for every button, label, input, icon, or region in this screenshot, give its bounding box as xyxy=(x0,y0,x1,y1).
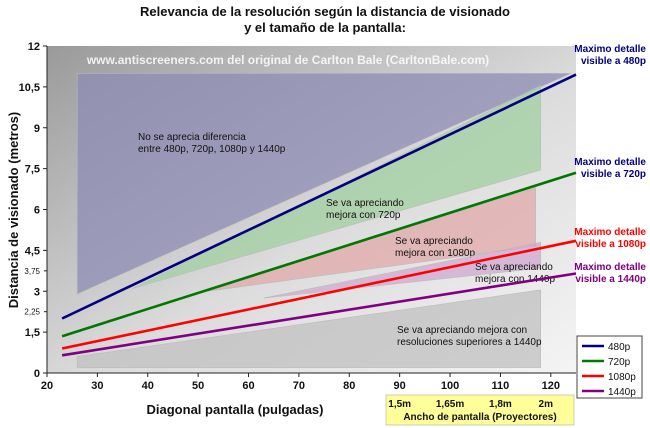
x-tick-label: 100 xyxy=(441,380,459,392)
series-line-1440p xyxy=(61,272,577,357)
legend-label-720p: 720p xyxy=(608,357,631,368)
region-1440p-text-line2: mejora con 1440p xyxy=(475,274,555,285)
x-axis-label: Diagonal pantalla (pulgadas) xyxy=(147,402,324,417)
y-minor-tick-label: 2,25 xyxy=(24,308,40,317)
line-label-3-line2: visible a 1440p xyxy=(575,274,646,285)
line-label-0-line2: visible a 480p xyxy=(581,56,646,67)
chart-title-line2: y el tamaño de la pantalla: xyxy=(244,20,406,35)
line-label-2-line2: visible a 1080p xyxy=(575,239,646,250)
projector-tick-label: 1,5m xyxy=(388,399,411,410)
axis-ticks: 20 30 40 50 60 70 80 90 100 110 120 0 1,5 3 4,5 6 7,5 9 10… xyxy=(19,41,560,392)
legend-label-1440p: 1440p xyxy=(608,387,636,398)
line-label-0-line1: Maximo detalle xyxy=(574,44,646,55)
projector-axis-box xyxy=(385,394,575,426)
y-tick-label: 9 xyxy=(34,123,40,135)
x-tick-label: 70 xyxy=(293,380,305,392)
y-tick-label: 4,5 xyxy=(25,245,40,257)
watermark-text: www.antiscreeners.com del original de Ca… xyxy=(86,53,489,67)
projector-axis-label: Ancho de pantalla (Proyectores) xyxy=(403,412,556,423)
y-tick-label: 1,5 xyxy=(25,327,40,339)
region-1080p-text-line1: Se va apreciando xyxy=(395,236,473,247)
y-tick-label: 10,5 xyxy=(19,82,40,94)
region-720p-text-line1: Se va apreciando xyxy=(326,198,404,209)
y-tick-label: 12 xyxy=(28,41,40,53)
line-label-2-line1: Maximo detalle xyxy=(574,227,646,238)
x-tick-label: 50 xyxy=(192,380,204,392)
projector-axis: Ancho de pantalla (Proyectores) 1,5m 1,65… xyxy=(385,394,575,426)
projector-tick-label: 1,65m xyxy=(436,399,464,410)
y-tick-label: 3 xyxy=(34,286,40,298)
y-tick-label: 0 xyxy=(34,368,40,380)
legend-label-1080p: 1080p xyxy=(608,372,636,383)
x-tick-label: 40 xyxy=(142,380,154,392)
x-tick-label: 30 xyxy=(91,380,103,392)
line-label-3-line1: Maximo detalle xyxy=(574,262,646,273)
line-label-1-line2: visible a 720p xyxy=(581,169,646,180)
line-label-1-line1: Maximo detalle xyxy=(574,157,646,168)
projector-tick-label: 1,8m xyxy=(489,399,512,410)
region-1440p xyxy=(263,241,542,299)
x-tick-label: 110 xyxy=(492,380,510,392)
region-superiores xyxy=(76,289,542,368)
y-tick-label: 6 xyxy=(34,205,40,217)
x-tick-label: 80 xyxy=(343,380,355,392)
region-1080p-text-line2: mejora con 1080p xyxy=(395,248,475,259)
region-720p-text-line2: mejora con 720p xyxy=(326,210,401,221)
chart-title-line1: Relevancia de la resolución según la dis… xyxy=(140,4,510,19)
region-no-difference xyxy=(76,73,572,295)
series-line-1080p xyxy=(61,239,577,350)
x-tick-label: 120 xyxy=(542,380,560,392)
series-line-480p xyxy=(61,73,577,320)
region-no-difference-text-line1: No se aprecia diferencia xyxy=(138,132,246,143)
region-1440p-text-line1: Se va apreciando xyxy=(475,262,553,273)
legend: 480p 720p 1080p 1440p xyxy=(576,335,643,399)
y-tick-label: 7,5 xyxy=(25,164,40,176)
x-tick-label: 20 xyxy=(41,380,53,392)
series-line-720p xyxy=(61,171,577,338)
projector-tick-label: 2m xyxy=(539,399,554,410)
region-superiores-text-line2: resoluciones superiores a 1440p xyxy=(397,337,542,348)
series-lines xyxy=(61,73,577,357)
region-superiores-text-line1: Se va apreciando mejora con xyxy=(397,325,527,336)
y-minor-tick-label: 3,75 xyxy=(24,267,40,276)
x-tick-label: 90 xyxy=(394,380,406,392)
y-axis-label: Distancia de visionado (metros) xyxy=(6,112,21,309)
region-no-difference-text-line2: entre 480p, 720p, 1080p y 1440p xyxy=(138,144,286,155)
legend-label-480p: 480p xyxy=(608,342,631,353)
x-tick-label: 60 xyxy=(242,380,254,392)
